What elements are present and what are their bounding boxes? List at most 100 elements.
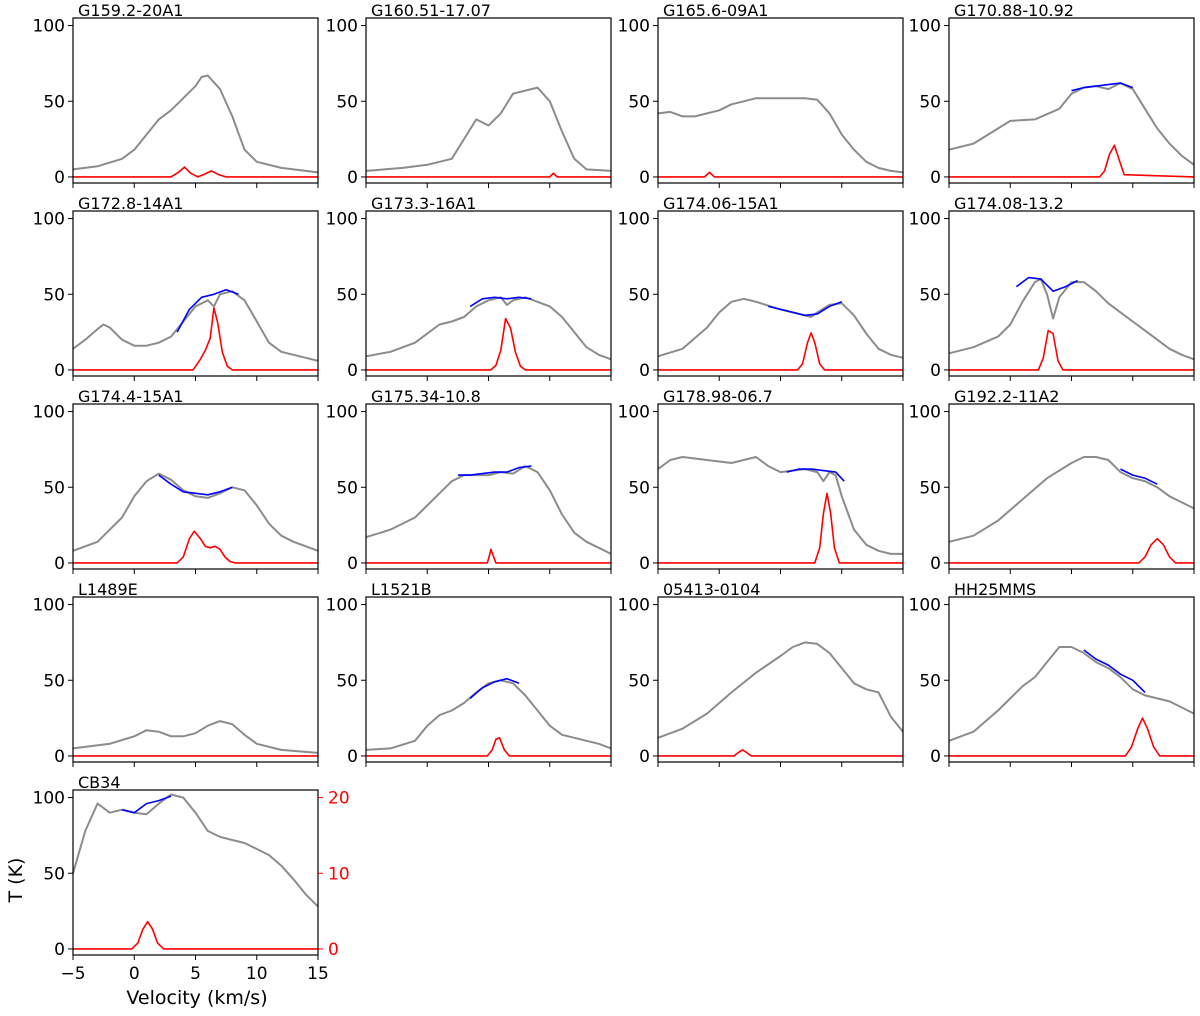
y-tick-label: 0 bbox=[639, 361, 650, 381]
panel-2: 0 50 100 G165.6-09A1 bbox=[618, 1, 904, 188]
model-line bbox=[73, 530, 318, 564]
observed-line bbox=[72, 793, 319, 908]
observed-line bbox=[948, 646, 1195, 742]
fit-line bbox=[176, 288, 239, 333]
fit-line bbox=[121, 795, 172, 814]
panel-10: 0 50 100 G178.98-06.7 bbox=[618, 387, 904, 574]
model-line bbox=[658, 492, 903, 564]
y-tick-label: 100 bbox=[618, 403, 650, 423]
y-tick-label: 0 bbox=[54, 361, 65, 381]
panel-frame bbox=[948, 17, 1195, 184]
observed-line bbox=[657, 97, 904, 174]
y-tick-label: 50 bbox=[919, 478, 941, 498]
observed-line bbox=[72, 290, 319, 362]
y-tick-label: 50 bbox=[43, 285, 65, 305]
y-tick-label: 0 bbox=[639, 168, 650, 188]
panel-14: 0 50 100 05413-0104 bbox=[618, 580, 904, 767]
y-tick-label: 50 bbox=[919, 285, 941, 305]
panel-3: 0 50 100 G170.88-10.92 bbox=[909, 1, 1195, 188]
panel-frame bbox=[72, 596, 319, 763]
panel-0: 0 50 100 G159.2-20A1 bbox=[33, 1, 319, 188]
observed-line bbox=[72, 74, 319, 174]
panel-13: 0 50 100 L1521B bbox=[326, 580, 612, 767]
fit-line bbox=[1120, 468, 1158, 485]
y-tick-label: 100 bbox=[326, 210, 358, 230]
model-line bbox=[73, 920, 318, 950]
model-line bbox=[949, 144, 1195, 178]
model-line bbox=[949, 717, 1194, 757]
panel-frame bbox=[657, 17, 904, 184]
panel-frame bbox=[948, 210, 1195, 377]
observed-line bbox=[365, 86, 612, 172]
y-tick-label: 50 bbox=[336, 671, 358, 691]
panel-4: 0 50 100 G172.8-14A1 bbox=[33, 194, 319, 381]
fit-line bbox=[786, 468, 845, 482]
panel-title: G172.8-14A1 bbox=[78, 194, 183, 213]
y-tick-label: 0 bbox=[930, 168, 941, 188]
panel-5: 0 50 100 G173.3-16A1 bbox=[326, 194, 612, 381]
y-tick-label: 100 bbox=[326, 403, 358, 423]
model-line bbox=[658, 749, 903, 757]
fit-line bbox=[469, 296, 532, 308]
y-tick-label: 100 bbox=[33, 403, 65, 423]
y-tick-label: 0 bbox=[639, 554, 650, 574]
y-tick-label: 50 bbox=[336, 92, 358, 112]
panel-frame bbox=[657, 596, 904, 763]
panel-title: HH25MMS bbox=[954, 580, 1036, 599]
y-tick-label: 50 bbox=[628, 478, 650, 498]
model-line bbox=[658, 332, 903, 371]
y-axis-label: T (K) bbox=[5, 858, 27, 904]
model-line bbox=[366, 548, 611, 564]
panel-title: CB34 bbox=[78, 773, 121, 792]
y-tick-label: 50 bbox=[43, 864, 65, 884]
panel-frame bbox=[948, 596, 1195, 763]
y-tick-label: 100 bbox=[909, 17, 941, 37]
observed-line bbox=[657, 456, 903, 555]
x-tick-label: 15 bbox=[307, 964, 329, 984]
panel-frame bbox=[365, 403, 612, 570]
panel-frame bbox=[72, 403, 319, 570]
y-tick-label: 50 bbox=[43, 92, 65, 112]
y-tick-label: 50 bbox=[336, 285, 358, 305]
y-tick-label: 100 bbox=[326, 596, 358, 616]
x-tick-label: −5 bbox=[60, 964, 85, 984]
fit-line bbox=[1015, 276, 1078, 293]
panel-title: G160.51-17.07 bbox=[371, 1, 491, 20]
y2-tick-label: 10 bbox=[328, 864, 350, 884]
panel-8: 0 50 100 G174.4-15A1 bbox=[33, 387, 319, 574]
observed-line bbox=[365, 465, 612, 555]
panel-6: 0 50 100 G174.06-15A1 bbox=[618, 194, 904, 381]
panel-title: G174.4-15A1 bbox=[78, 387, 183, 406]
panel-title: L1489E bbox=[78, 580, 138, 599]
x-tick-label: 0 bbox=[129, 964, 140, 984]
y-tick-label: 0 bbox=[639, 747, 650, 767]
y-tick-label: 0 bbox=[347, 747, 358, 767]
y-tick-label: 100 bbox=[33, 596, 65, 616]
panel-title: G174.08-13.2 bbox=[954, 194, 1064, 213]
model-line bbox=[949, 537, 1194, 564]
observed-line bbox=[365, 679, 612, 751]
y-tick-label: 100 bbox=[618, 596, 650, 616]
panel-9: 0 50 100 G175.34-10.8 bbox=[326, 387, 612, 574]
panel-title: G170.88-10.92 bbox=[954, 1, 1074, 20]
model-line bbox=[366, 736, 611, 757]
y-tick-label: 0 bbox=[930, 361, 941, 381]
y-tick-label: 50 bbox=[628, 285, 650, 305]
y-tick-label: 100 bbox=[618, 17, 650, 37]
x-axis-label: Velocity (km/s) bbox=[126, 987, 267, 1009]
chart-panels: 050100G159.2-20A1050100G160.51-17.070501… bbox=[33, 1, 1195, 984]
panel-title: L1521B bbox=[371, 580, 432, 599]
panel-title: G173.3-16A1 bbox=[371, 194, 476, 213]
panel-frame bbox=[72, 789, 319, 956]
fit-line bbox=[1071, 82, 1134, 92]
y-tick-label: 100 bbox=[909, 210, 941, 230]
y-tick-label: 50 bbox=[919, 92, 941, 112]
panel-title: G192.2-11A2 bbox=[954, 387, 1059, 406]
y-tick-label: 50 bbox=[43, 671, 65, 691]
y-tick-label: 0 bbox=[54, 554, 65, 574]
panel-title: G178.98-06.7 bbox=[663, 387, 773, 406]
observed-line bbox=[948, 278, 1195, 361]
y-tick-label: 0 bbox=[930, 747, 941, 767]
panel-11: 0 50 100 G192.2-11A2 bbox=[909, 387, 1195, 574]
y-tick-label: 0 bbox=[347, 168, 358, 188]
